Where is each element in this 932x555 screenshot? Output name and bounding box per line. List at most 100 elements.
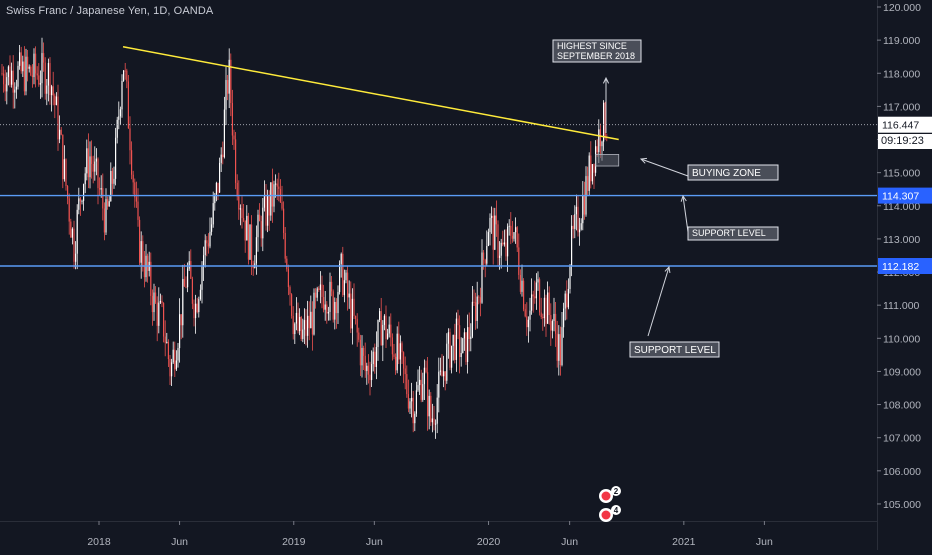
candle [462,337,464,354]
candle-body [199,289,201,300]
candle-body [78,198,80,210]
candle-body [353,298,355,316]
candle-body [537,279,539,283]
candle [545,294,547,337]
candle-body [393,354,395,357]
candle-body [51,86,53,96]
candle-body [575,206,577,215]
candle [398,321,400,365]
candle-body [30,66,32,76]
candle-body [364,355,366,371]
candle [372,347,374,372]
candle-body [17,65,19,87]
candle-body [54,95,56,105]
candle-body [375,347,377,367]
candle-body [468,327,470,340]
candle-body [214,194,216,204]
candle-body [447,332,449,344]
candle-body [558,334,560,361]
candle-body [171,362,173,377]
candle [590,141,592,189]
candle [476,281,478,329]
annotation-arrow[interactable] [680,194,689,233]
candle [185,276,187,289]
candle [420,369,422,403]
candle-body [579,229,581,233]
candle-body [105,199,107,233]
annotation-callout[interactable]: BUYING ZONE [687,164,779,181]
candle-body [67,186,69,199]
candle-body [551,321,553,331]
candle-body [604,102,606,137]
candle-body [503,242,505,245]
candle-body [150,261,152,296]
candle [401,341,403,365]
candle [203,246,205,281]
candle-body [542,317,544,319]
candle-body [324,304,326,310]
candle [393,344,395,360]
candle [583,181,585,220]
event-marker-icon[interactable]: 2 [599,486,621,503]
candle-body [532,294,534,297]
candle [527,316,529,343]
candle-body [140,241,142,263]
buying-zone-box[interactable] [595,154,620,167]
candle-body [100,188,102,190]
candle [270,182,272,221]
candle-body [513,232,515,239]
candle-body [263,195,265,208]
annotation-arrow[interactable] [602,76,610,133]
candle [281,185,283,211]
candle [241,196,243,229]
candle [428,389,430,430]
candle [515,217,517,244]
candle-body [583,195,585,215]
candle [433,406,435,431]
annotation-arrow[interactable] [639,157,689,177]
candle [351,288,353,345]
candle-body [299,317,301,332]
candle [529,297,531,332]
candle-body [6,77,8,92]
candle-body [465,332,467,362]
callout-box [552,39,642,63]
candle-body [555,313,557,334]
candle-body [123,70,125,81]
candle [510,212,512,245]
annotation-arrow[interactable] [647,265,671,337]
symbol-title: Swiss Franc / Japanese Yen, 1D, OANDA [6,5,214,17]
candle [543,289,545,327]
candle [411,382,413,418]
candle [431,403,433,433]
resistance-trendline[interactable] [122,46,619,141]
current-price-tag [878,116,932,133]
candle-body [601,141,603,147]
candle [484,258,486,278]
candle [193,299,195,327]
candle [575,194,577,231]
candle [387,328,389,340]
candle-body [351,298,353,329]
candle [243,204,245,223]
candle [435,419,437,439]
candle-body [396,333,398,371]
candle [348,280,350,309]
event-marker-icon[interactable]: 4 [599,505,621,522]
candle-body [539,279,541,313]
annotation-callout[interactable]: SUPPORT LEVEL [629,341,720,358]
candle [140,231,142,279]
candle-body [155,292,157,303]
candle [559,326,561,376]
time-axis[interactable]: 2018 Jun 2019 Jun 2020 Jun 2021 Jun [87,521,773,548]
candle [135,181,137,208]
candle [473,289,475,306]
candle [340,252,342,278]
candle [343,269,345,303]
arrow-shaft [682,195,689,233]
annotation-callout[interactable]: HIGHEST SINCE SEPTEMBER 2018 [552,39,642,63]
candle-body [590,155,592,182]
annotation-callout[interactable]: SUPPORT LEVEL [687,226,779,241]
